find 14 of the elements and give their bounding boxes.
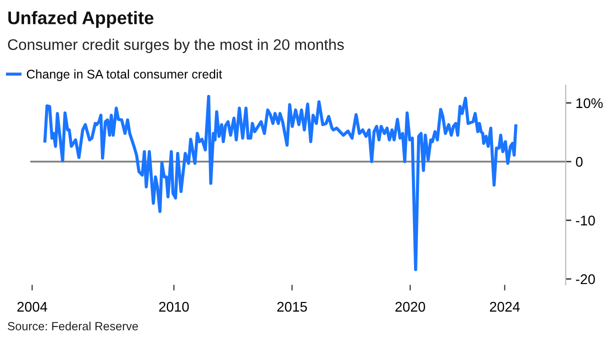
legend-label: Change in SA total consumer credit	[26, 69, 222, 82]
y-tick-label: 10%	[576, 98, 603, 108]
x-tick-label: 2010	[159, 302, 189, 312]
x-tick-label: 2024	[490, 302, 520, 312]
x-tick-label: 2020	[395, 302, 426, 312]
y-tick-label: -10	[576, 216, 595, 226]
x-tick-label: 2004	[17, 302, 48, 312]
y-tick-label: 0	[576, 156, 583, 167]
source-note: Source: Federal Reserve	[8, 322, 138, 330]
chart-title: Unfazed Appetite	[8, 10, 154, 28]
y-tick-label: -20	[576, 274, 595, 284]
x-tick-label: 2015	[277, 302, 307, 312]
line-series	[43, 94, 518, 272]
chart-subtitle: Consumer credit surges by the most in 20 months	[8, 38, 344, 54]
